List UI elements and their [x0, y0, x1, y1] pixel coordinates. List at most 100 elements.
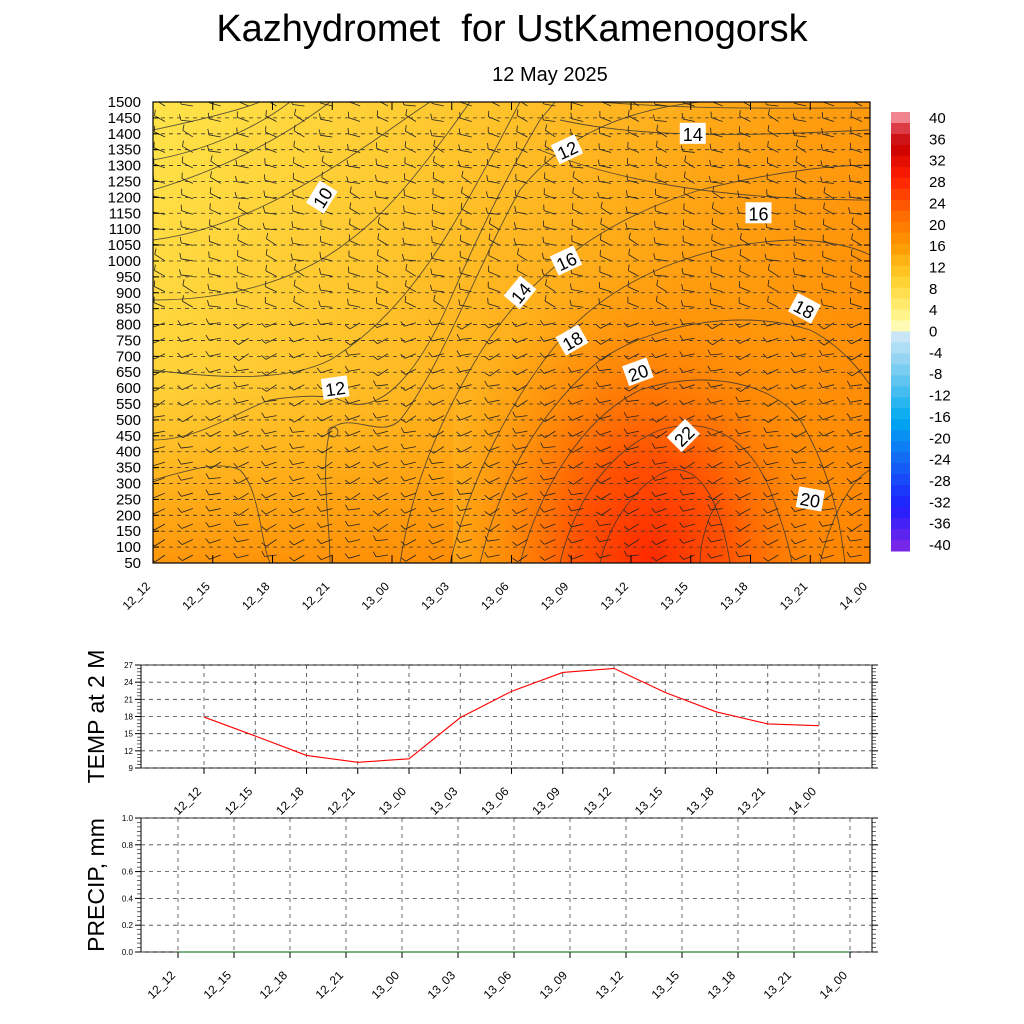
- wind-barb: [517, 399, 528, 408]
- wind-barb: [236, 539, 249, 543]
- wind-barb-flag: [821, 282, 823, 289]
- wind-barb: [405, 539, 417, 546]
- wind-barb: [516, 492, 528, 498]
- wind-barb-flag: [598, 143, 600, 150]
- wind-barb: [767, 301, 779, 308]
- wind-barb-flag: [595, 495, 602, 500]
- wind-barb: [459, 288, 472, 293]
- wind-barb: [320, 523, 333, 528]
- wind-barb-flag: [791, 457, 795, 464]
- wind-barb-flag: [293, 140, 295, 147]
- wind-barb-flag: [763, 418, 769, 423]
- wind-barb-flag: [400, 541, 406, 546]
- wind-barb-flag: [681, 267, 684, 274]
- wind-barb: [293, 399, 305, 407]
- panel-frame: [140, 817, 873, 953]
- wind-barb-flag: [155, 94, 156, 100]
- wind-barb: [153, 446, 166, 450]
- colorbar-label: -20: [929, 430, 951, 447]
- wind-barb-flag: [316, 555, 322, 560]
- wind-barb: [460, 102, 472, 107]
- contour-label-box: [795, 486, 825, 512]
- wind-barb-flag: [795, 155, 798, 162]
- wind-barb: [320, 118, 333, 122]
- wind-barb-flag: [513, 238, 516, 245]
- wind-barb-flag: [261, 477, 266, 483]
- wind-barb: [572, 430, 584, 437]
- wind-barb: [404, 227, 416, 231]
- x-tick-label: 12_21: [299, 579, 333, 613]
- wind-barb: [404, 461, 417, 466]
- wind-barb: [238, 337, 249, 345]
- wind-barb: [461, 192, 472, 200]
- x-tick-label: 12_15: [179, 579, 213, 613]
- wind-barb: [627, 131, 640, 138]
- wind-barb: [265, 492, 277, 499]
- wind-barb: [293, 384, 305, 391]
- wind-barb: [379, 102, 389, 107]
- wind-barb-flag: [458, 128, 461, 135]
- wind-barb: [459, 166, 472, 169]
- x-tick-label: 13_06: [478, 579, 512, 613]
- wind-barb-flag: [233, 414, 238, 420]
- wind-barb-flag: [486, 175, 489, 182]
- wind-barb: [599, 255, 612, 262]
- wind-barb-flag: [374, 206, 377, 214]
- wind-barb: [403, 430, 416, 434]
- y-tick-label: 1350: [108, 142, 141, 159]
- wind-barb-flag: [317, 449, 323, 454]
- wind-barb: [683, 257, 695, 262]
- wind-barb-flag: [177, 523, 183, 529]
- wind-barb: [738, 164, 751, 169]
- contour-line: [819, 469, 870, 563]
- wind-barb: [768, 114, 779, 122]
- wind-barb: [739, 131, 751, 138]
- wind-barb-flag: [540, 417, 546, 422]
- wind-barb-flag: [846, 372, 853, 377]
- wind-barb: [320, 492, 333, 496]
- wind-barb-flag: [484, 478, 490, 484]
- wind-barb-flag: [461, 170, 464, 177]
- wind-barb: [154, 523, 166, 531]
- wind-barb: [683, 384, 695, 389]
- wind-barb: [376, 132, 389, 138]
- wind-barb-flag: [237, 234, 239, 241]
- wind-barb-flag: [539, 401, 545, 406]
- wind-barb: [461, 477, 472, 485]
- contour-label: 12: [550, 134, 584, 165]
- wind-barb-flag: [735, 526, 741, 531]
- wind-barb: [628, 508, 640, 515]
- wind-barb: [767, 146, 779, 153]
- colorbar-swatch: [891, 364, 910, 376]
- contour-label: 20: [795, 486, 825, 512]
- wind-barb: [654, 461, 667, 465]
- wind-barb-flag: [599, 233, 602, 240]
- wind-barb: [711, 255, 723, 262]
- wind-barb: [545, 284, 556, 293]
- wind-barb-flag: [456, 521, 461, 527]
- wind-barb: [544, 539, 556, 545]
- wind-barb-flag: [400, 427, 405, 434]
- wind-barb: [710, 554, 723, 559]
- wind-barb: [268, 102, 277, 107]
- wind-barb-flag: [177, 491, 182, 497]
- wind-barb-flag: [679, 318, 684, 325]
- wind-barb: [739, 115, 751, 122]
- wind-barb-flag: [790, 335, 795, 341]
- x-tick-label: 13_03: [418, 579, 452, 613]
- wind-barb-flag: [544, 124, 548, 131]
- wind-barb-flag: [345, 495, 351, 501]
- wind-barb: [571, 508, 584, 512]
- wind-barb: [628, 238, 640, 246]
- wind-barb-flag: [790, 539, 796, 545]
- wind-barb: [292, 194, 305, 200]
- panel-x-tick-label: 13_12: [593, 968, 627, 1002]
- wind-barb: [265, 302, 277, 308]
- wind-barb: [181, 194, 194, 200]
- wind-barb-flag: [153, 373, 155, 376]
- wind-barb-flag: [405, 125, 407, 132]
- wind-barb: [320, 508, 333, 512]
- wind-barb: [571, 554, 584, 560]
- wind-barb-flag: [349, 218, 351, 225]
- panel-x-tick-label: 13_06: [478, 784, 512, 818]
